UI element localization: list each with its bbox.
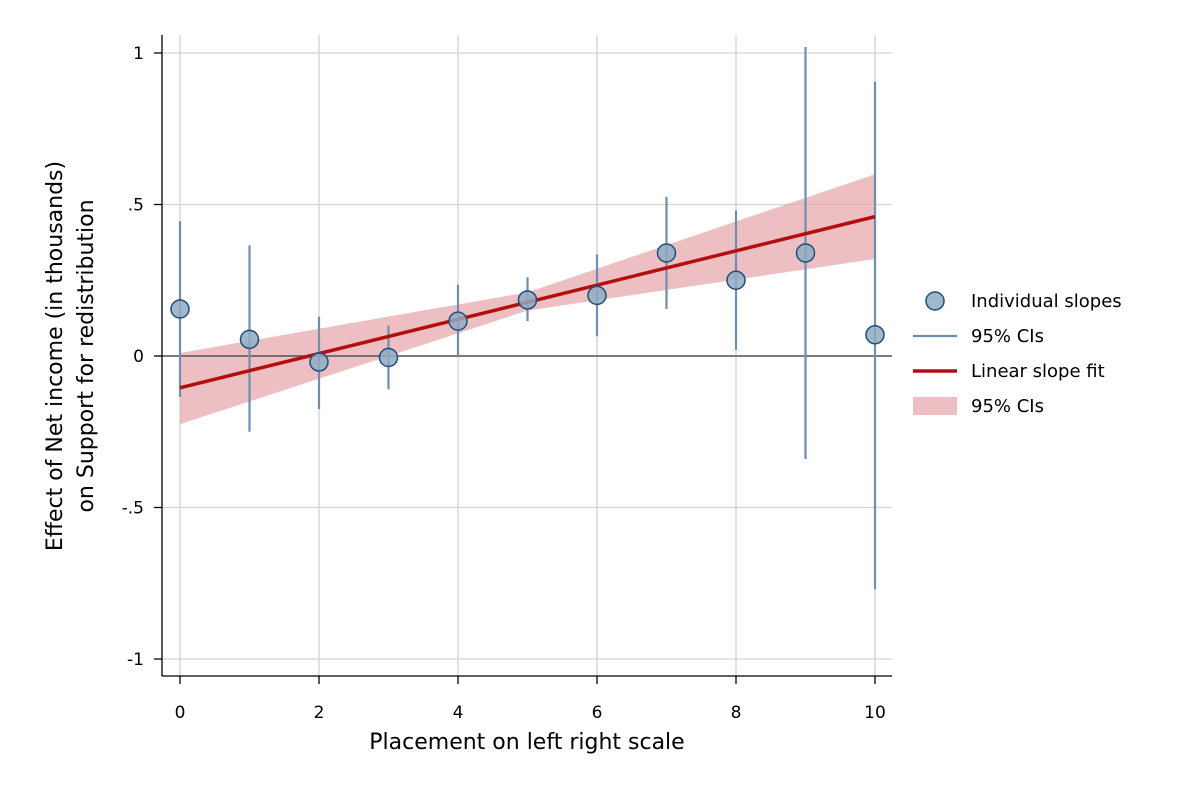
individual-slope-point: [865, 325, 885, 345]
y-tick-label: 0: [133, 347, 144, 367]
x-tick-label: 8: [731, 703, 742, 723]
y-tick-label: -.5: [122, 499, 144, 519]
individual-slope-point: [170, 299, 190, 319]
x-tick-label: 6: [592, 703, 603, 723]
y-axis-title: Effect of Net income (in thousands) on S…: [43, 161, 99, 551]
y-tick-label: 1: [133, 44, 144, 64]
y-axis-title-line-2: on Support for redistribution: [74, 199, 99, 512]
legend-item: 95% CIs: [913, 326, 1044, 347]
legend-item: Linear slope fit: [913, 361, 1105, 382]
legend-item: 95% CIs: [913, 396, 1044, 417]
y-tick-label: .5: [128, 196, 144, 216]
legend: Individual slopes 95% CIs Linear slope fit…: [913, 291, 1122, 417]
y-axis-title-line-1: Effect of Net income (in thousands): [43, 161, 68, 551]
legend-label: 95% CIs: [971, 396, 1044, 417]
legend-marker-swatch: [925, 291, 945, 311]
legend-band-swatch: [913, 397, 957, 415]
individual-slope-point: [795, 243, 816, 263]
individual-slopes-layer: [170, 243, 885, 372]
individual-slope-point: [448, 311, 468, 331]
individual-slope-point: [517, 290, 538, 310]
individual-slope-point: [587, 285, 607, 306]
individual-slope-point: [726, 270, 746, 290]
x-axis-title: Placement on left right scale: [369, 730, 684, 755]
individual-slope-point: [656, 243, 677, 263]
legend-label: Linear slope fit: [971, 361, 1105, 382]
legend-label: Individual slopes: [971, 291, 1122, 312]
individual-slope-point: [378, 347, 399, 368]
axes: 1 .5 0 -.5 -1 0 2 4 6 8 10: [122, 35, 892, 723]
legend-label: 95% CIs: [971, 326, 1044, 347]
x-tick-label: 10: [864, 703, 886, 723]
legend-item: Individual slopes: [925, 291, 1122, 312]
individual-slope-point: [309, 352, 329, 372]
individual-slope-point: [239, 329, 260, 350]
x-tick-label: 2: [314, 703, 325, 723]
x-tick-label: 0: [175, 703, 186, 723]
x-tick-label: 4: [453, 703, 464, 723]
y-tick-label: -1: [127, 650, 144, 670]
